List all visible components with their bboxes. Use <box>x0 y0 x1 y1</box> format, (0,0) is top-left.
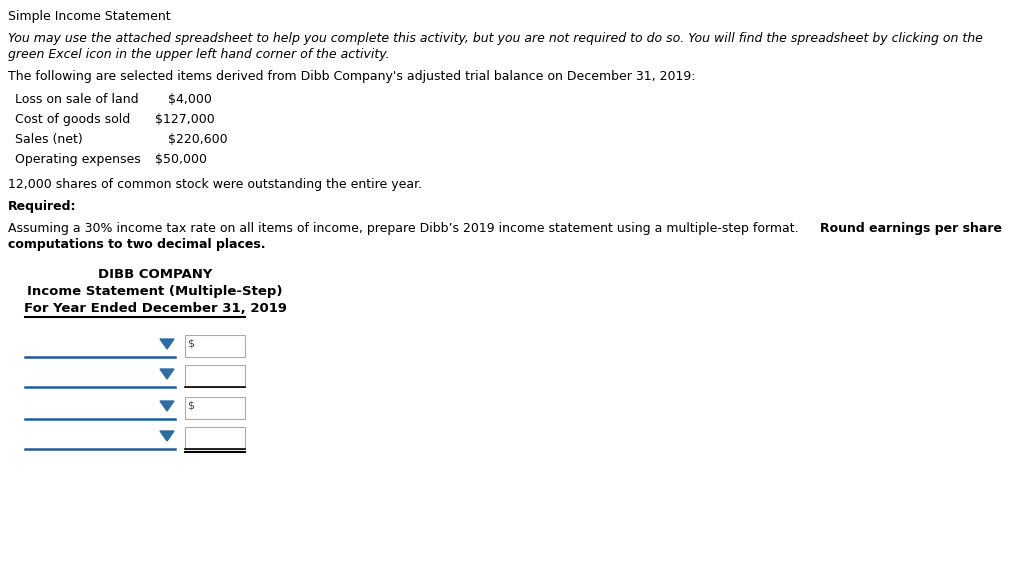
Text: $220,600: $220,600 <box>168 133 227 146</box>
Text: 12,000 shares of common stock were outstanding the entire year.: 12,000 shares of common stock were outst… <box>8 178 422 191</box>
Text: Loss on sale of land: Loss on sale of land <box>15 93 138 106</box>
Text: For Year Ended December 31, 2019: For Year Ended December 31, 2019 <box>24 302 287 315</box>
Text: The following are selected items derived from Dibb Company's adjusted trial bala: The following are selected items derived… <box>8 70 695 83</box>
FancyBboxPatch shape <box>185 365 245 387</box>
Text: $4,000: $4,000 <box>168 93 212 106</box>
Text: Simple Income Statement: Simple Income Statement <box>8 10 171 23</box>
Polygon shape <box>160 401 174 411</box>
Text: $: $ <box>187 338 194 348</box>
Text: DIBB COMPANY: DIBB COMPANY <box>98 268 212 281</box>
Text: $127,000: $127,000 <box>155 113 215 126</box>
FancyBboxPatch shape <box>185 427 245 449</box>
Text: You may use the attached spreadsheet to help you complete this activity, but you: You may use the attached spreadsheet to … <box>8 32 983 45</box>
Text: Operating expenses: Operating expenses <box>15 153 140 166</box>
FancyBboxPatch shape <box>185 335 245 357</box>
Text: $50,000: $50,000 <box>155 153 207 166</box>
Polygon shape <box>160 431 174 441</box>
Text: Cost of goods sold: Cost of goods sold <box>15 113 130 126</box>
Text: $: $ <box>187 400 194 410</box>
Text: Round earnings per share: Round earnings per share <box>820 222 1002 235</box>
Text: Assuming a 30% income tax rate on all items of income, prepare Dibb’s 2019 incom: Assuming a 30% income tax rate on all it… <box>8 222 803 235</box>
Polygon shape <box>160 339 174 349</box>
FancyBboxPatch shape <box>185 397 245 419</box>
Polygon shape <box>160 369 174 379</box>
Text: green Excel icon in the upper left hand corner of the activity.: green Excel icon in the upper left hand … <box>8 48 389 61</box>
Text: computations to two decimal places.: computations to two decimal places. <box>8 238 265 251</box>
Text: Required:: Required: <box>8 200 77 213</box>
Text: Sales (net): Sales (net) <box>15 133 83 146</box>
Text: Income Statement (Multiple-Step): Income Statement (Multiple-Step) <box>28 285 283 298</box>
